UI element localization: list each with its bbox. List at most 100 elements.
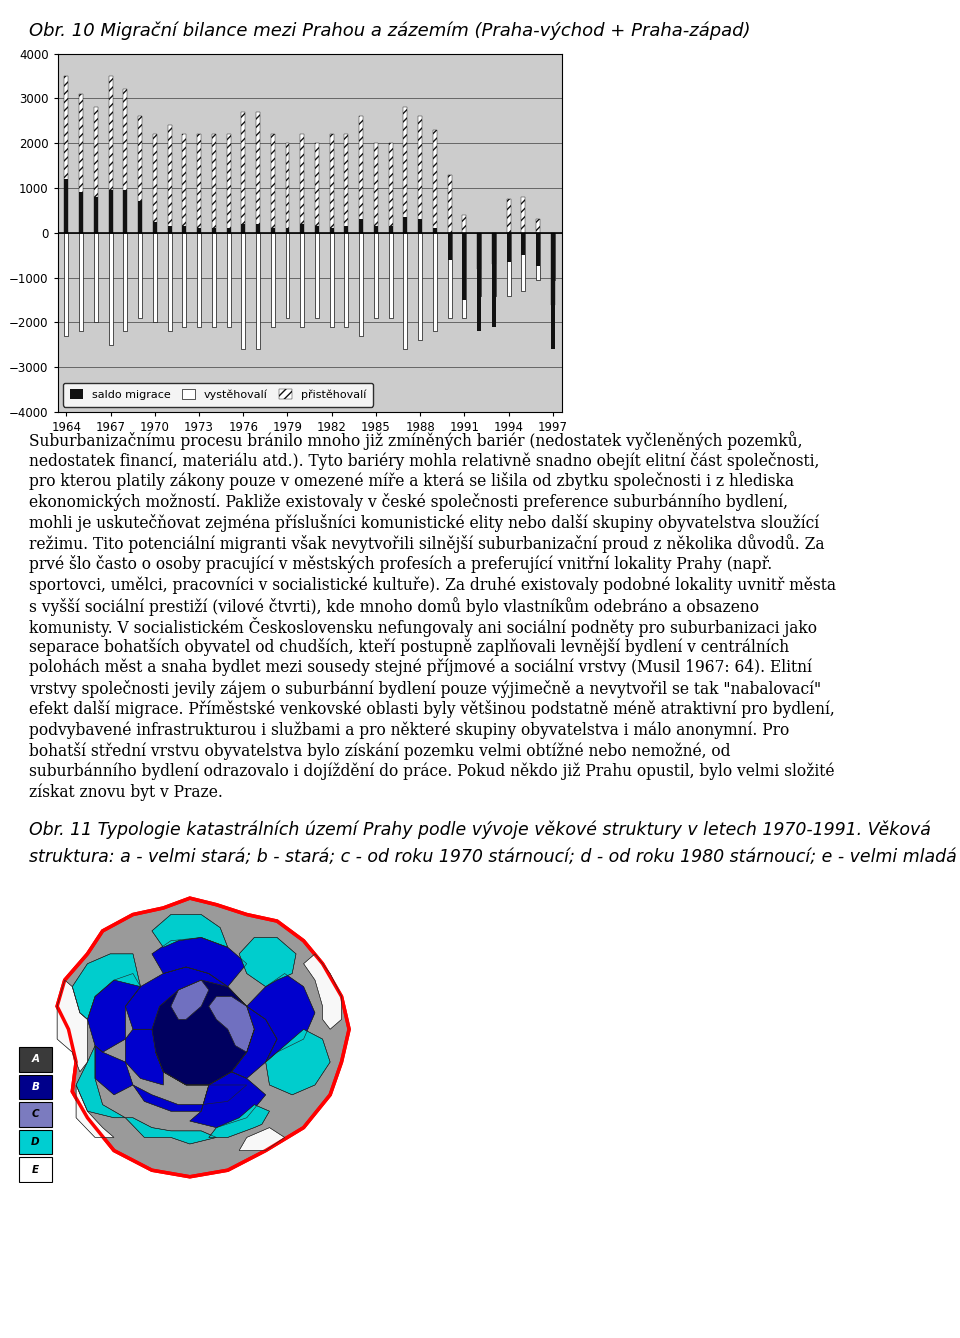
Text: režimu. Tito potenciální migranti však nevytvořili silnější suburbanizační proud: režimu. Tito potenciální migranti však n… bbox=[29, 534, 825, 554]
Bar bbox=[241, 223, 245, 233]
Text: získat znovu byt v Praze.: získat znovu byt v Praze. bbox=[29, 783, 223, 801]
Bar bbox=[94, 107, 98, 233]
Bar bbox=[108, 76, 112, 233]
Bar bbox=[492, 233, 495, 264]
Bar bbox=[300, 223, 304, 233]
Bar bbox=[227, 134, 230, 233]
Bar bbox=[79, 193, 84, 233]
Bar bbox=[212, 233, 216, 326]
Bar bbox=[153, 222, 156, 233]
Bar bbox=[433, 130, 437, 233]
Text: E: E bbox=[32, 1164, 39, 1175]
Bar bbox=[168, 233, 172, 332]
Bar bbox=[197, 134, 201, 233]
Legend: saldo migrace, vystěhovalí, přistěhovalí: saldo migrace, vystěhovalí, přistěhovalí bbox=[63, 383, 373, 407]
Bar bbox=[329, 134, 334, 233]
Bar bbox=[212, 134, 216, 233]
Text: ekonomických možností. Pakliže existovaly v české společnosti preference suburbá: ekonomických možností. Pakliže existoval… bbox=[29, 492, 788, 511]
Polygon shape bbox=[303, 954, 342, 1029]
Bar bbox=[492, 233, 495, 326]
Bar bbox=[241, 233, 245, 349]
Bar bbox=[271, 233, 275, 326]
Bar bbox=[536, 233, 540, 280]
Bar bbox=[79, 233, 84, 332]
FancyBboxPatch shape bbox=[19, 1129, 52, 1155]
Polygon shape bbox=[247, 974, 315, 1062]
Polygon shape bbox=[95, 1046, 132, 1094]
Bar bbox=[285, 229, 290, 233]
Bar bbox=[64, 233, 68, 336]
Bar bbox=[315, 226, 319, 233]
Text: pro kterou platily zákony pouze v omezené míře a která se lišila od zbytku spole: pro kterou platily zákony pouze v omezen… bbox=[29, 472, 794, 490]
Bar bbox=[507, 233, 511, 296]
Polygon shape bbox=[132, 1085, 247, 1111]
Bar bbox=[64, 179, 68, 233]
Bar bbox=[359, 219, 363, 233]
Bar bbox=[419, 116, 422, 233]
Bar bbox=[433, 229, 437, 233]
Bar bbox=[300, 233, 304, 326]
Bar bbox=[477, 233, 481, 296]
Bar bbox=[182, 226, 186, 233]
Bar bbox=[64, 76, 68, 233]
Bar bbox=[227, 229, 230, 233]
Text: Suburbanizačnímu procesu bránilo mnoho již zmíněných bariér (nedostatek vyčleněn: Suburbanizačnímu procesu bránilo mnoho j… bbox=[29, 431, 803, 450]
Text: vrstvy společnosti jevily zájem o suburbánní bydlení pouze výjimečně a nevytvoři: vrstvy společnosti jevily zájem o suburb… bbox=[29, 680, 821, 697]
Bar bbox=[492, 233, 495, 296]
Text: efekt další migrace. Příměstské venkovské oblasti byly většinou podstatně méně a: efekt další migrace. Příměstské venkovsk… bbox=[29, 701, 834, 719]
Text: A: A bbox=[32, 1054, 39, 1065]
Bar bbox=[138, 233, 142, 318]
Bar bbox=[182, 233, 186, 326]
Text: bohatší střední vrstvu obyvatelstva bylo získání pozemku velmi obtížné nebo nemo: bohatší střední vrstvu obyvatelstva bylo… bbox=[29, 741, 731, 760]
Bar bbox=[345, 233, 348, 326]
Bar bbox=[182, 134, 186, 233]
Text: komunisty. V socialistickém Československu nefungovaly ani sociální podněty pro : komunisty. V socialistickém Českoslovens… bbox=[29, 618, 817, 637]
Bar bbox=[94, 197, 98, 233]
Bar bbox=[507, 233, 511, 262]
Polygon shape bbox=[156, 1029, 254, 1085]
Polygon shape bbox=[76, 1046, 126, 1117]
Bar bbox=[419, 233, 422, 340]
Text: sportovci, umělci, pracovníci v socialistické kultuře). Za druhé existovaly podo: sportovci, umělci, pracovníci v socialis… bbox=[29, 575, 836, 594]
Bar bbox=[477, 233, 481, 332]
Bar bbox=[256, 233, 260, 349]
Bar bbox=[374, 226, 378, 233]
Text: suburbánního bydlení odrazovalo i dojíždění do práce. Pokud někdo již Prahu opus: suburbánního bydlení odrazovalo i dojížd… bbox=[29, 763, 834, 780]
Polygon shape bbox=[72, 954, 140, 1020]
Text: s vyšší sociální prestiží (vilové čtvrti), kde mnoho domů bylo vlastníkům odebrá: s vyšší sociální prestiží (vilové čtvrti… bbox=[29, 597, 758, 615]
Polygon shape bbox=[76, 1085, 114, 1137]
Bar bbox=[463, 233, 467, 318]
Polygon shape bbox=[152, 979, 254, 1085]
Text: struktura: a - velmi stará; b - stará; c - od roku 1970 stárnoucí; d - od roku 1: struktura: a - velmi stará; b - stará; c… bbox=[29, 848, 956, 866]
Polygon shape bbox=[209, 1105, 270, 1137]
FancyBboxPatch shape bbox=[19, 1103, 52, 1127]
Bar bbox=[197, 233, 201, 326]
Bar bbox=[124, 90, 128, 233]
Text: D: D bbox=[32, 1137, 39, 1147]
Bar bbox=[124, 190, 128, 233]
Bar bbox=[447, 233, 451, 260]
FancyBboxPatch shape bbox=[19, 1048, 52, 1072]
Polygon shape bbox=[190, 1072, 266, 1128]
Bar bbox=[285, 143, 290, 233]
Bar bbox=[521, 197, 525, 233]
Bar bbox=[433, 233, 437, 332]
Bar bbox=[463, 233, 467, 300]
Bar bbox=[551, 233, 555, 280]
Bar bbox=[389, 233, 393, 318]
Bar bbox=[256, 112, 260, 233]
Bar bbox=[315, 233, 319, 318]
Bar bbox=[212, 229, 216, 233]
Text: B: B bbox=[32, 1082, 39, 1092]
Bar bbox=[536, 219, 540, 233]
Bar bbox=[256, 223, 260, 233]
Bar bbox=[241, 112, 245, 233]
Bar bbox=[329, 229, 334, 233]
Bar bbox=[124, 233, 128, 332]
Bar bbox=[138, 202, 142, 233]
Bar bbox=[374, 143, 378, 233]
Bar bbox=[153, 233, 156, 322]
Polygon shape bbox=[58, 898, 349, 1177]
Bar bbox=[403, 233, 407, 349]
Bar bbox=[300, 134, 304, 233]
